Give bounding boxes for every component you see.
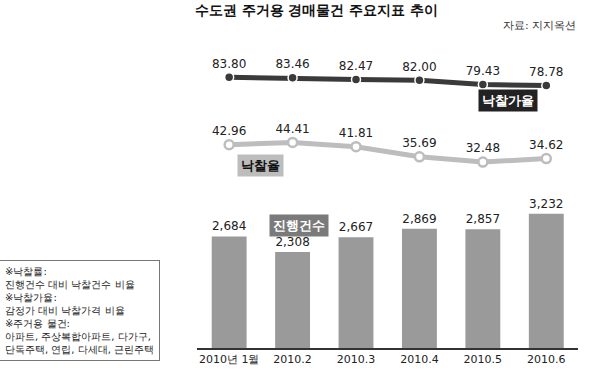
svg-text:78.78: 78.78 xyxy=(529,65,563,79)
svg-text:3,232: 3,232 xyxy=(529,197,563,211)
svg-text:자료: 지지옥션: 자료: 지지옥션 xyxy=(503,19,576,32)
svg-text:진행건수: 진행건수 xyxy=(273,218,325,233)
svg-text:2010.5: 2010.5 xyxy=(464,353,503,366)
svg-text:83.80: 83.80 xyxy=(212,57,246,71)
svg-text:2010.2: 2010.2 xyxy=(273,353,312,366)
svg-text:2,857: 2,857 xyxy=(466,212,500,226)
svg-text:2,684: 2,684 xyxy=(212,219,246,233)
svg-text:※낙찰률:진행건수 대비 낙찰건수 비율※낙찰가율:감정가: ※낙찰률:진행건수 대비 낙찰건수 비율※낙찰가율:감정가 대비 낙찰가격 비율… xyxy=(5,266,154,355)
svg-text:44.41: 44.41 xyxy=(275,122,309,136)
svg-text:41.81: 41.81 xyxy=(339,126,373,140)
svg-text:2,869: 2,869 xyxy=(402,212,436,226)
svg-text:2,308: 2,308 xyxy=(275,235,309,249)
svg-text:수도권 주거용 경매물건 주요지표 추이: 수도권 주거용 경매물건 주요지표 추이 xyxy=(195,2,439,18)
svg-text:2010.6: 2010.6 xyxy=(527,353,566,366)
svg-text:2010년 1월: 2010년 1월 xyxy=(199,353,260,366)
svg-text:35.69: 35.69 xyxy=(402,136,436,150)
svg-text:2010.3: 2010.3 xyxy=(337,353,376,366)
svg-text:2010.4: 2010.4 xyxy=(400,353,439,366)
svg-text:82.00: 82.00 xyxy=(402,60,436,74)
svg-text:낙찰율: 낙찰율 xyxy=(241,158,280,173)
svg-text:낙찰가율: 낙찰가율 xyxy=(482,93,534,108)
svg-text:2,667: 2,667 xyxy=(339,220,373,234)
svg-text:34.62: 34.62 xyxy=(529,138,563,152)
svg-text:79.43: 79.43 xyxy=(466,64,500,78)
svg-text:32.48: 32.48 xyxy=(466,141,500,155)
svg-text:83.46: 83.46 xyxy=(275,57,309,71)
svg-text:42.96: 42.96 xyxy=(212,124,246,138)
svg-text:82.47: 82.47 xyxy=(339,59,373,73)
